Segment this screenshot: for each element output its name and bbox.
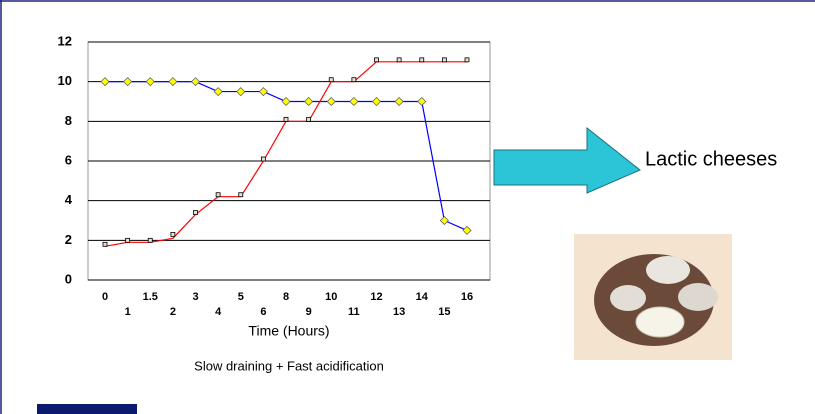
x-tick-label: 12 <box>370 291 382 303</box>
marker <box>420 58 424 62</box>
cheese <box>646 256 690 284</box>
x-tick-label: 13 <box>393 306 405 318</box>
marker <box>307 117 311 121</box>
y-tick-label: 10 <box>58 73 72 88</box>
slide: Time (Hours) Slow draining + Fast acidif… <box>0 0 815 414</box>
x-tick-label: 15 <box>438 306 450 318</box>
footer-bar <box>37 404 137 414</box>
marker <box>194 211 198 215</box>
x-tick-label: 16 <box>461 291 473 303</box>
marker <box>126 238 130 242</box>
x-tick-label: 6 <box>260 306 266 318</box>
marker <box>397 58 401 62</box>
x-tick-label: 9 <box>306 306 312 318</box>
y-tick-label: 6 <box>65 152 72 167</box>
marker <box>216 193 220 197</box>
caption: Slow draining + Fast acidification <box>194 358 384 373</box>
marker <box>171 232 175 236</box>
marker <box>329 78 333 82</box>
cheese <box>678 283 718 311</box>
marker <box>284 117 288 121</box>
y-tick-label: 2 <box>65 232 72 247</box>
marker <box>148 238 152 242</box>
x-tick-label: 10 <box>325 291 337 303</box>
marker <box>352 78 356 82</box>
y-tick-label: 12 <box>58 33 72 48</box>
x-tick-label: 8 <box>283 291 289 303</box>
cheese <box>636 307 684 337</box>
x-axis-title: Time (Hours) <box>248 323 329 339</box>
marker <box>442 58 446 62</box>
x-tick-label: 4 <box>215 306 222 318</box>
marker <box>375 58 379 62</box>
x-tick-label: 3 <box>192 291 198 303</box>
y-tick-label: 8 <box>65 113 72 128</box>
y-tick-label: 4 <box>65 192 73 207</box>
marker <box>239 193 243 197</box>
x-tick-label: 5 <box>238 291 244 303</box>
cheese <box>610 285 646 311</box>
x-tick-label: 0 <box>102 291 108 303</box>
callout: Lactic cheeses <box>645 148 777 170</box>
marker <box>465 58 469 62</box>
x-tick-label: 2 <box>170 306 176 318</box>
x-tick-label: 1.5 <box>143 291 158 303</box>
x-tick-label: 11 <box>348 306 360 318</box>
marker <box>261 157 265 161</box>
x-tick-label: 14 <box>416 291 429 303</box>
x-tick-label: 1 <box>125 306 131 318</box>
y-tick-label: 0 <box>65 271 72 286</box>
marker <box>103 242 107 246</box>
cheese-image <box>574 234 732 360</box>
